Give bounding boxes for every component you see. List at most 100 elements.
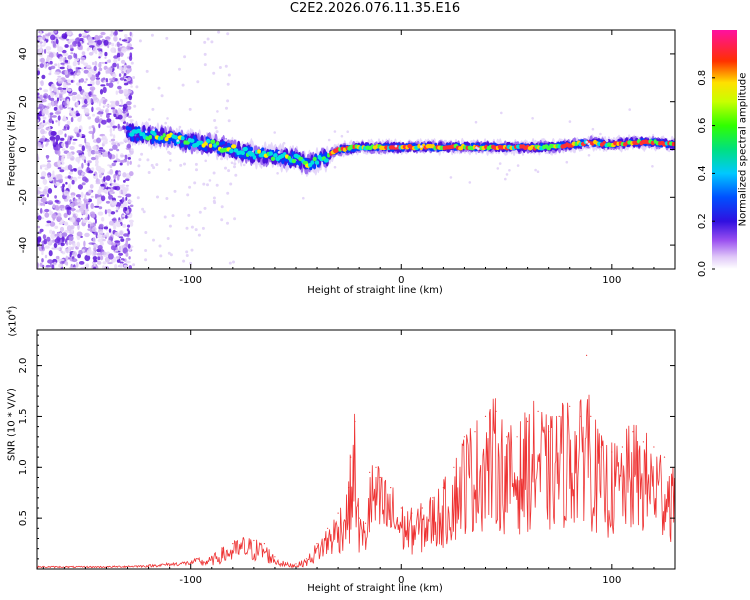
spectrogram-y-tick-label: 0 xyxy=(18,146,29,152)
noise-blob xyxy=(127,157,131,160)
noise-blob xyxy=(41,74,46,80)
noise-blob xyxy=(107,44,110,49)
noise-blob xyxy=(102,261,107,265)
noise-blob xyxy=(108,152,112,159)
noise-blob xyxy=(113,174,117,180)
noise-blob xyxy=(116,63,120,69)
noise-blob xyxy=(113,222,116,229)
noise-blob xyxy=(54,111,61,115)
snr-frame xyxy=(36,329,676,570)
noise-blob xyxy=(91,106,94,113)
snr-x-tick-label: 100 xyxy=(602,575,621,586)
noise-blob xyxy=(103,226,109,230)
noise-blob xyxy=(147,171,151,174)
noise-blob xyxy=(53,86,57,93)
noise-blob xyxy=(599,132,602,136)
noise-blob xyxy=(81,99,85,105)
noise-blob xyxy=(88,170,94,174)
noise-blob xyxy=(95,159,99,165)
noise-blob xyxy=(242,163,246,167)
noise-blob xyxy=(76,217,81,223)
noise-blob xyxy=(115,153,118,160)
noise-blob xyxy=(40,128,45,135)
noise-blob xyxy=(42,104,45,110)
noise-blob xyxy=(104,56,107,59)
noise-blob xyxy=(97,245,103,250)
colorbar-tick-label: 0.2 xyxy=(697,213,708,229)
noise-blob xyxy=(118,220,122,223)
noise-blob xyxy=(91,167,95,172)
noise-blob xyxy=(102,105,105,108)
ridge-band xyxy=(297,161,301,167)
noise-blob xyxy=(113,160,118,163)
noise-blob xyxy=(224,139,227,142)
noise-blob xyxy=(80,60,85,64)
noise-blob xyxy=(151,107,155,111)
noise-blob xyxy=(100,149,106,153)
noise-blob xyxy=(40,80,44,87)
noise-blob xyxy=(185,250,189,254)
noise-blob xyxy=(183,162,186,166)
ridge-band xyxy=(382,143,386,147)
noise-blob xyxy=(178,125,182,129)
noise-blob xyxy=(75,66,78,73)
noise-blob xyxy=(44,212,50,218)
noise-blob xyxy=(59,56,63,62)
noise-blob xyxy=(53,261,57,266)
snr-data-point xyxy=(369,471,371,473)
noise-blob xyxy=(98,67,103,72)
noise-blob xyxy=(54,225,59,229)
noise-blob xyxy=(130,148,134,152)
noise-blob xyxy=(67,55,73,60)
noise-blob xyxy=(229,182,233,186)
noise-blob xyxy=(84,193,87,201)
snr-data-point xyxy=(354,420,356,423)
noise-blob xyxy=(128,256,131,260)
noise-blob xyxy=(122,121,127,125)
noise-blob xyxy=(115,90,119,95)
noise-blob xyxy=(59,105,62,110)
ridge-band xyxy=(187,145,191,150)
snr-data-point xyxy=(484,415,487,417)
snr-plot-area xyxy=(37,330,675,569)
noise-blob xyxy=(103,150,108,157)
snr-data-point xyxy=(537,410,539,412)
noise-blob xyxy=(98,123,101,129)
noise-blob xyxy=(125,108,128,112)
noise-blob xyxy=(57,160,61,165)
ridge-core xyxy=(249,152,255,157)
noise-blob xyxy=(64,44,69,48)
noise-blob xyxy=(87,223,91,229)
noise-blob xyxy=(95,73,100,78)
ridge-band xyxy=(227,142,231,147)
noise-blob xyxy=(98,206,103,210)
noise-blob xyxy=(110,122,113,127)
noise-blob xyxy=(112,73,117,78)
ridge-band xyxy=(222,140,226,145)
noise-blob xyxy=(40,164,47,168)
noise-blob xyxy=(86,166,90,171)
noise-blob xyxy=(78,33,82,38)
noise-blob xyxy=(92,127,96,134)
noise-blob xyxy=(110,107,115,110)
noise-blob xyxy=(120,238,125,242)
noise-blob xyxy=(54,177,57,184)
colorbar-tick-label: 0.0 xyxy=(697,261,708,277)
noise-blob xyxy=(224,64,228,68)
noise-blob xyxy=(224,166,227,170)
noise-blob xyxy=(65,181,68,185)
noise-blob xyxy=(534,168,537,172)
noise-blob xyxy=(54,238,60,244)
noise-blob xyxy=(129,204,134,208)
noise-blob xyxy=(64,133,67,138)
noise-blob xyxy=(333,165,337,169)
snr-data-point xyxy=(375,466,377,468)
noise-blob xyxy=(57,167,62,170)
noise-blob xyxy=(157,86,161,90)
noise-blob xyxy=(96,116,100,119)
noise-blob xyxy=(62,87,67,90)
snr-data-point xyxy=(379,476,381,479)
noise-blob xyxy=(165,197,169,200)
noise-blob xyxy=(124,178,130,181)
noise-blob xyxy=(43,40,47,46)
